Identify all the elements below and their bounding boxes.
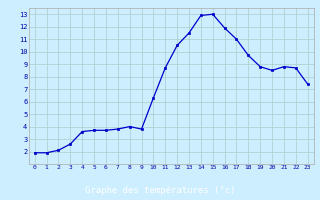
Text: Graphe des températures (°c): Graphe des températures (°c): [85, 185, 235, 195]
